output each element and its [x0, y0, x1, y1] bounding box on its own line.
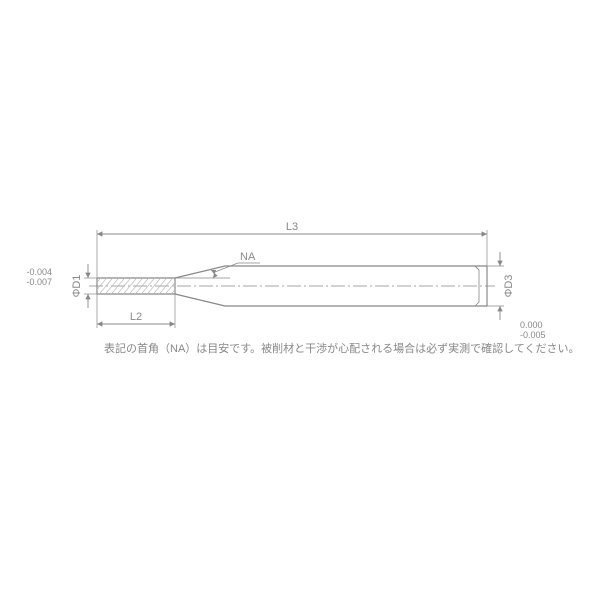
note-text: 表記の首角（NA）は目安です。被削材と干渉が心配される場合は必ず実測で確認してく…: [104, 340, 580, 356]
svg-text:ΦD1: ΦD1: [71, 275, 83, 298]
svg-text:NA: NA: [240, 251, 256, 263]
svg-text:L3: L3: [286, 221, 298, 233]
svg-text:-0.004: -0.004: [26, 267, 52, 277]
svg-text:L2: L2: [130, 311, 142, 323]
svg-text:-0.007: -0.007: [26, 277, 52, 287]
svg-text:-0.005: -0.005: [520, 330, 546, 340]
svg-text:0.000: 0.000: [520, 320, 543, 330]
svg-text:ΦD3: ΦD3: [503, 275, 515, 298]
tool-diagram: L3 L2 NA ΦD1 -0.004-0.007 ΦD3 0.000-0.005: [0, 0, 600, 600]
